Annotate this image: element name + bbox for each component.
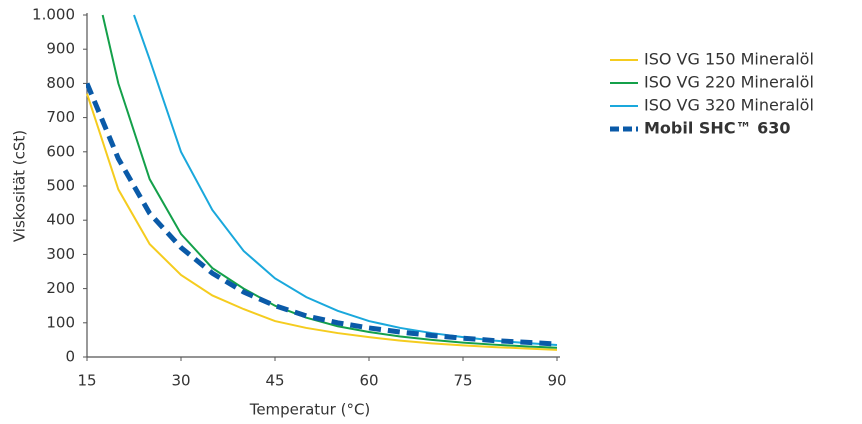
y-tick-label: 700 [46,108,75,126]
y-tick-label: 800 [46,74,75,92]
legend-label: ISO VG 220 Mineralöl [644,73,814,92]
x-tick-label: 90 [547,372,566,390]
legend-label: ISO VG 320 Mineralöl [644,96,814,115]
x-axis-label: Temperatur (°C) [249,401,371,419]
y-tick-label: 600 [46,142,75,160]
legend-label: Mobil SHC™ 630 [644,119,791,138]
y-tick-label: 200 [46,279,75,297]
y-axis-label: Viskosität (cSt) [11,130,29,242]
x-tick-label: 60 [359,372,378,390]
x-tick-label: 30 [171,372,190,390]
y-tick-label: 900 [46,40,75,58]
x-tick-label: 75 [453,372,472,390]
line-series [86,82,558,347]
y-tick-label: 300 [46,245,75,263]
y-tick-label: 100 [46,313,75,331]
y-tick-label: 0 [65,348,75,366]
legend-label: ISO VG 150 Mineralöl [644,50,814,69]
line-series [101,14,558,349]
y-tick-label: 1.000 [32,6,75,24]
y-tick-label: 400 [46,211,75,229]
x-tick-label: 45 [265,372,284,390]
x-tick-label: 15 [77,372,96,390]
line-series [133,14,558,347]
y-tick-label: 500 [46,177,75,195]
plot-area [86,14,558,351]
line-series [86,93,558,351]
